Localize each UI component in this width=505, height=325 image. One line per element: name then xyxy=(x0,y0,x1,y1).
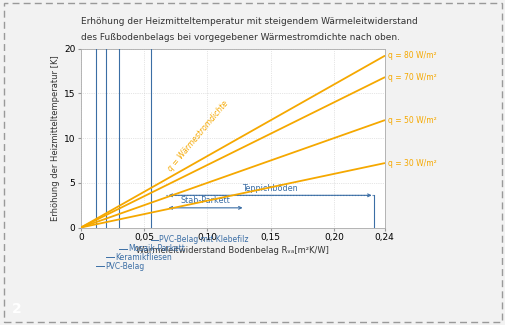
Text: 2: 2 xyxy=(12,302,22,316)
Text: q = 80 W/m²: q = 80 W/m² xyxy=(388,51,436,60)
Text: Erhöhung der Heizmitteltemperatur mit steigendem Wärmeleitwiderstand: Erhöhung der Heizmitteltemperatur mit st… xyxy=(81,17,417,26)
Text: PVC-Belag: PVC-Belag xyxy=(105,262,144,271)
Text: Keramikfliesen: Keramikfliesen xyxy=(115,253,172,262)
Text: PVC-Belag mit Klebefilz: PVC-Belag mit Klebefilz xyxy=(159,235,248,244)
Text: q = 70 W/m²: q = 70 W/m² xyxy=(388,73,436,82)
Text: Teppichböden: Teppichböden xyxy=(242,184,297,193)
X-axis label: Wärmeleitwiderstand Bodenbelag Rᵥₐ[m²K/W]: Wärmeleitwiderstand Bodenbelag Rᵥₐ[m²K/W… xyxy=(136,246,329,255)
Text: des Fußbodenbelags bei vorgegebener Wärmestromdichte nach oben.: des Fußbodenbelags bei vorgegebener Wärm… xyxy=(81,33,399,42)
Text: q = 30 W/m²: q = 30 W/m² xyxy=(388,159,436,168)
Text: q = 50 W/m²: q = 50 W/m² xyxy=(388,116,436,125)
Text: Mosaik-Parkett: Mosaik-Parkett xyxy=(127,244,184,253)
Y-axis label: Erhöhung der Heizmitteltemperatur [K]: Erhöhung der Heizmitteltemperatur [K] xyxy=(50,55,60,221)
Text: Stab-Parkett: Stab-Parkett xyxy=(180,196,230,205)
Text: q = Wärmestromdichte: q = Wärmestromdichte xyxy=(166,99,230,173)
